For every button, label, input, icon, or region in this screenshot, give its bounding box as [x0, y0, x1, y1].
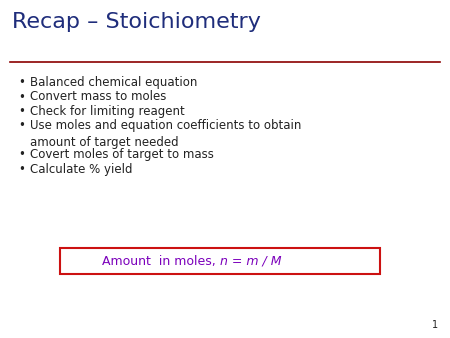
Text: •: •	[18, 105, 25, 118]
Text: •: •	[18, 76, 25, 89]
Text: Calculate % yield: Calculate % yield	[30, 163, 132, 175]
Text: •: •	[18, 163, 25, 175]
Text: Balanced chemical equation: Balanced chemical equation	[30, 76, 198, 89]
FancyBboxPatch shape	[60, 248, 380, 274]
Text: Convert mass to moles: Convert mass to moles	[30, 91, 166, 103]
Text: Use moles and equation coefficients to obtain
amount of target needed: Use moles and equation coefficients to o…	[30, 120, 301, 149]
Text: •: •	[18, 120, 25, 132]
Text: Check for limiting reagent: Check for limiting reagent	[30, 105, 185, 118]
Text: •: •	[18, 91, 25, 103]
Text: Amount  in moles,: Amount in moles,	[102, 255, 220, 267]
Text: Covert moles of target to mass: Covert moles of target to mass	[30, 148, 214, 161]
Text: n = m / M: n = m / M	[220, 255, 282, 267]
Text: 1: 1	[432, 320, 438, 330]
Text: Recap – Stoichiometry: Recap – Stoichiometry	[12, 12, 261, 32]
Text: •: •	[18, 148, 25, 161]
